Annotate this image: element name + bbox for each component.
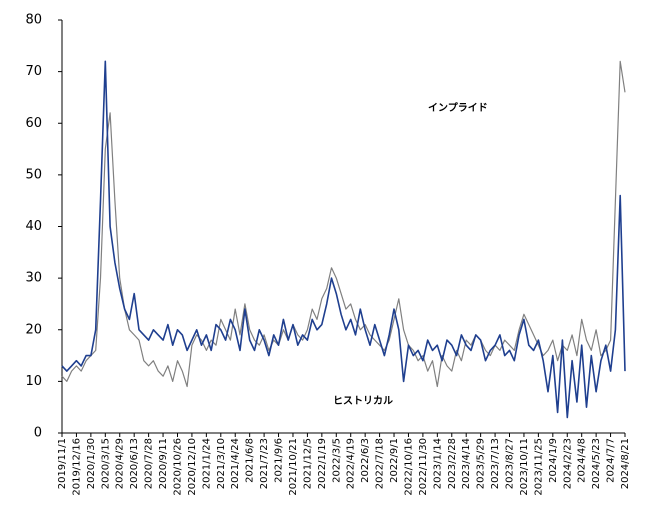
y-tick-label: 0 xyxy=(34,426,42,441)
series-label: ヒストリカル xyxy=(333,395,393,407)
x-tick-label: 2020/1/30 xyxy=(86,438,97,489)
x-tick-label: 2021/6/8 xyxy=(245,438,256,483)
y-tick-label: 40 xyxy=(25,219,42,234)
y-tick-label: 80 xyxy=(25,13,42,28)
y-tick-label: 60 xyxy=(25,116,42,131)
x-tick-label: 2022/10/16 xyxy=(403,438,414,496)
x-tick-label: 2019/11/1 xyxy=(57,438,68,489)
series-line xyxy=(61,60,626,388)
x-tick-label: 2021/7/23 xyxy=(259,438,270,489)
x-tick-label: 2024/8/21 xyxy=(620,438,631,489)
x-tick-label: 2023/8/27 xyxy=(505,438,516,489)
x-tick-label: 2022/6/3 xyxy=(360,438,371,483)
x-tick-label: 2022/1/19 xyxy=(317,438,328,489)
x-tick-label: 2020/3/15 xyxy=(100,438,111,489)
y-tick-label: 10 xyxy=(25,374,42,389)
x-tick-label: 2022/4/19 xyxy=(346,438,357,489)
series-line xyxy=(61,60,626,419)
x-tick-label: 2021/3/10 xyxy=(216,438,227,489)
y-tick-label: 30 xyxy=(25,271,42,286)
x-tick-label: 2022/3/5 xyxy=(331,438,342,483)
x-tick-label: 2024/2/23 xyxy=(562,438,573,489)
x-tick-label: 2023/4/14 xyxy=(461,438,472,489)
x-tick-label: 2020/9/11 xyxy=(158,438,169,489)
x-tick-label: 2024/7/7 xyxy=(606,438,617,483)
x-tick-label: 2024/1/9 xyxy=(548,438,559,483)
y-tick-label: 70 xyxy=(25,64,42,79)
x-tick-label: 2023/1/14 xyxy=(432,438,443,489)
x-tick-label: 2022/9/1 xyxy=(389,438,400,483)
x-tick-label: 2024/5/23 xyxy=(591,438,602,489)
x-tick-label: 2020/7/28 xyxy=(144,438,155,489)
x-tick-label: 2021/4/24 xyxy=(230,438,241,489)
x-tick-label: 2021/1/24 xyxy=(201,438,212,489)
x-tick-label: 2023/5/29 xyxy=(476,438,487,489)
x-tick-label: 2023/2/28 xyxy=(447,438,458,489)
x-tick-label: 2023/11/25 xyxy=(533,438,544,496)
x-tick-label: 2023/7/13 xyxy=(490,438,501,489)
x-tick-label: 2021/10/21 xyxy=(288,438,299,496)
series-label: インプライド xyxy=(428,101,488,114)
y-tick-label: 50 xyxy=(25,167,42,182)
x-tick-label: 2020/6/13 xyxy=(129,438,140,489)
x-tick-label: 2021/12/5 xyxy=(302,438,313,489)
x-tick-label: 2019/12/16 xyxy=(71,438,82,496)
x-tick-label: 2022/11/30 xyxy=(418,438,429,496)
x-tick-label: 2020/4/29 xyxy=(115,438,126,489)
x-tick-label: 2020/12/10 xyxy=(187,438,198,496)
x-tick-label: 2023/10/11 xyxy=(519,438,530,496)
x-tick-label: 2021/9/6 xyxy=(274,438,285,483)
x-tick-label: 2024/4/8 xyxy=(577,438,588,483)
x-tick-label: 2022/7/18 xyxy=(375,438,386,489)
y-tick-label: 20 xyxy=(25,322,42,337)
x-tick-label: 2020/10/26 xyxy=(172,438,183,496)
